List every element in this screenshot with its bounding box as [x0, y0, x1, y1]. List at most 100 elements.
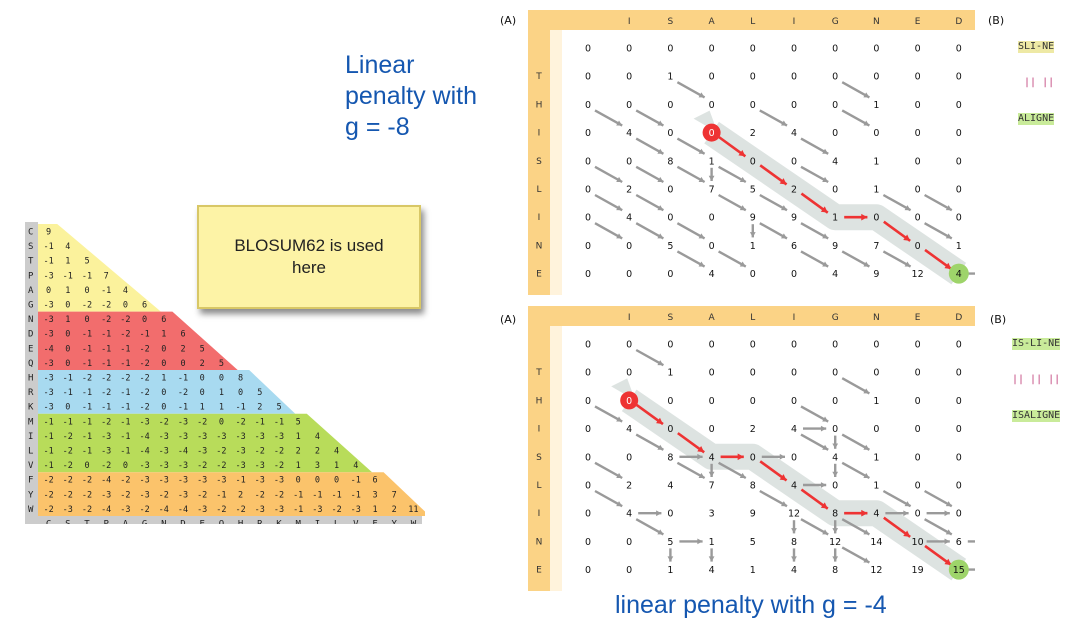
blosum-cell: -4 [139, 432, 149, 442]
gray-arrowhead [863, 444, 870, 450]
dp-cell: 0 [585, 72, 591, 83]
blosum-cell: -3 [312, 505, 322, 515]
blosum-cell: -2 [82, 490, 92, 500]
dp-cell: 9 [750, 509, 756, 520]
gray-arrowhead [863, 261, 870, 267]
dp-cell: 0 [750, 269, 756, 280]
blosum-cell: 1 [161, 330, 166, 340]
row-header: E [536, 270, 542, 280]
blosum-cell: -2 [82, 505, 92, 515]
traceback-arrowhead [820, 502, 828, 509]
dp-cell: 7 [873, 241, 879, 252]
gray-arrowhead [657, 444, 664, 450]
blosum-cell: -3 [274, 476, 284, 486]
blosum-cell: -2 [120, 490, 130, 500]
gray-arrowhead [944, 510, 950, 517]
blosum-col-letter: M [295, 520, 301, 525]
blosum-cell: 0 [65, 403, 70, 413]
blosum-cell: 4 [123, 286, 128, 296]
blosum-left-band [25, 222, 38, 516]
col-header: G [832, 313, 839, 323]
alignment-top: SLI-NE || || ALIGNE [1018, 17, 1055, 137]
blosum-cell: -1 [120, 359, 130, 369]
alignment-bottom-seq1: IS-LI-NE [1012, 338, 1061, 350]
dp-cell: 4 [626, 213, 632, 224]
dp-cell: 1 [667, 368, 673, 379]
blosum-cell: -1 [63, 417, 73, 427]
traceback-arrowhead [738, 149, 746, 157]
header-band [528, 10, 975, 30]
gray-arrowhead [657, 176, 664, 182]
dp-cell: 4 [832, 156, 838, 167]
dp-cell: 5 [750, 537, 756, 548]
dp-cell: 12 [870, 565, 882, 576]
blosum-cell: 5 [84, 257, 89, 267]
alignment-bottom-bars: || || || [1012, 374, 1061, 385]
col-header: S [668, 17, 674, 27]
blosum-cell: 0 [200, 374, 205, 384]
gray-arrowhead [657, 205, 664, 211]
blosum-cell: -1 [43, 417, 53, 427]
blosum-cell: -2 [82, 374, 92, 384]
blosum-col-letter: L [334, 520, 339, 525]
blosum-cell: -3 [235, 461, 245, 471]
blosum-cell: -1 [120, 344, 130, 354]
dp-cell: 0 [956, 100, 962, 111]
blosum-cell: -3 [43, 388, 53, 398]
blosum-row-letter: W [28, 505, 34, 515]
blosum-row-letter: A [28, 286, 34, 296]
blosum-cell: -2 [255, 490, 265, 500]
blosum-cell: -3 [197, 505, 207, 515]
dp-cell: 0 [915, 424, 921, 435]
gray-arrowhead [657, 529, 664, 535]
blosum-cell: -3 [197, 476, 207, 486]
dp-cell: 4 [832, 269, 838, 280]
blosum-row-letter: D [28, 330, 33, 340]
row-header: S [536, 157, 542, 167]
row-header-band [528, 306, 550, 591]
dp-cell: 0 [956, 156, 962, 167]
col-header: D [955, 313, 962, 323]
blosum-cell: 6 [161, 315, 166, 325]
blosum-cell: -3 [101, 447, 111, 457]
blosum-col-letter: C [46, 520, 51, 525]
blosum-col-letter: E [199, 520, 204, 525]
blosum-cell: -2 [216, 505, 226, 515]
traceback-end-circle [948, 263, 969, 284]
traceback-band [704, 121, 967, 285]
blosum-cell: -3 [178, 461, 188, 471]
blosum-row-letter: M [28, 417, 34, 427]
blosum-cell: -3 [120, 505, 130, 515]
blosum-cell: -1 [120, 447, 130, 457]
dp-cell: 0 [791, 340, 797, 351]
dp-cell: 0 [915, 72, 921, 83]
dp-cell: 8 [667, 156, 673, 167]
col-header: G [832, 17, 839, 27]
gray-arrowhead [616, 501, 623, 507]
gray-arrowhead [739, 205, 746, 211]
dp-cell: 0 [832, 100, 838, 111]
gray-arrowhead [863, 120, 870, 126]
dp-cell: 0 [791, 396, 797, 407]
blosum-cell: -2 [101, 417, 111, 427]
gray-arrowhead [739, 472, 746, 478]
dp-cell: 0 [585, 241, 591, 252]
dp-cell: 5 [750, 185, 756, 196]
gray-arrowhead [616, 120, 623, 126]
dp-cell: 15 [953, 565, 965, 576]
dp-cell: 0 [709, 100, 715, 111]
dp-cell: 0 [832, 368, 838, 379]
blosum-row-letter: Q [28, 359, 33, 369]
blosum-cell: -3 [178, 490, 188, 500]
dp-cell: 1 [873, 452, 879, 463]
gray-arrowhead [749, 232, 756, 238]
blosum-cell: -3 [255, 476, 265, 486]
dp-cell: 9 [750, 213, 756, 224]
gray-arrowhead [698, 472, 705, 478]
blosum-cell: -2 [274, 461, 284, 471]
blosum-cell: -2 [178, 388, 188, 398]
blosum-cell: -1 [293, 505, 303, 515]
blosum-cell: -2 [63, 447, 73, 457]
row-header: T [535, 368, 542, 378]
blosum-cell: 1 [200, 403, 205, 413]
